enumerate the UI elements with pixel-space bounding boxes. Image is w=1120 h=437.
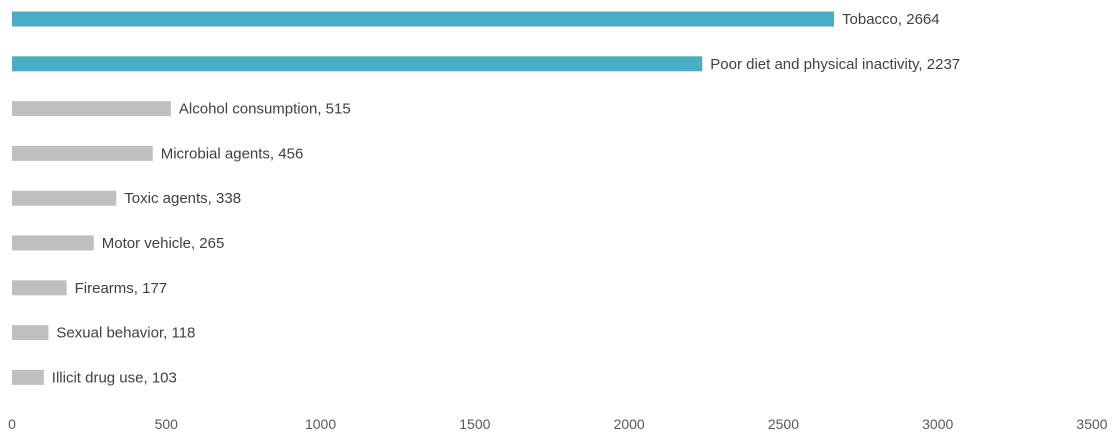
x-tick-label-3: 1500 <box>459 416 490 432</box>
bar-8 <box>12 369 44 385</box>
bar-label-8: Illicit drug use, 103 <box>52 369 177 386</box>
bar-6 <box>12 280 67 296</box>
bar-label-7: Sexual behavior, 118 <box>56 325 195 342</box>
bar-2 <box>12 101 171 117</box>
x-axis: 0 500 1000 1500 2000 2500 3000 3500 <box>8 416 1108 432</box>
bar-label-2: Alcohol consumption, 515 <box>179 101 351 118</box>
bar-labels-group: Tobacco, 2664 Poor diet and physical inac… <box>52 11 960 386</box>
bar-3 <box>12 145 153 161</box>
x-tick-label-5: 2500 <box>768 416 799 432</box>
bar-label-1: Poor diet and physical inactivity, 2237 <box>710 56 960 73</box>
bar-label-3: Microbial agents, 456 <box>161 145 304 162</box>
x-tick-label-2: 1000 <box>305 416 336 432</box>
x-tick-label-7: 3500 <box>1076 416 1107 432</box>
x-tick-label-4: 2000 <box>614 416 645 432</box>
bars-group <box>12 11 835 385</box>
bar-1 <box>12 56 703 72</box>
bar-7 <box>12 325 49 341</box>
x-tick-label-0: 0 <box>8 416 16 432</box>
bar-0 <box>12 11 835 27</box>
bar-4 <box>12 190 117 206</box>
bar-5 <box>12 235 94 251</box>
x-tick-label-6: 3000 <box>922 416 953 432</box>
bar-label-5: Motor vehicle, 265 <box>102 235 225 252</box>
bar-label-4: Toxic agents, 338 <box>124 190 241 207</box>
x-tick-label-1: 500 <box>155 416 179 432</box>
bar-label-6: Firearms, 177 <box>75 280 168 297</box>
bar-label-0: Tobacco, 2664 <box>842 11 940 28</box>
